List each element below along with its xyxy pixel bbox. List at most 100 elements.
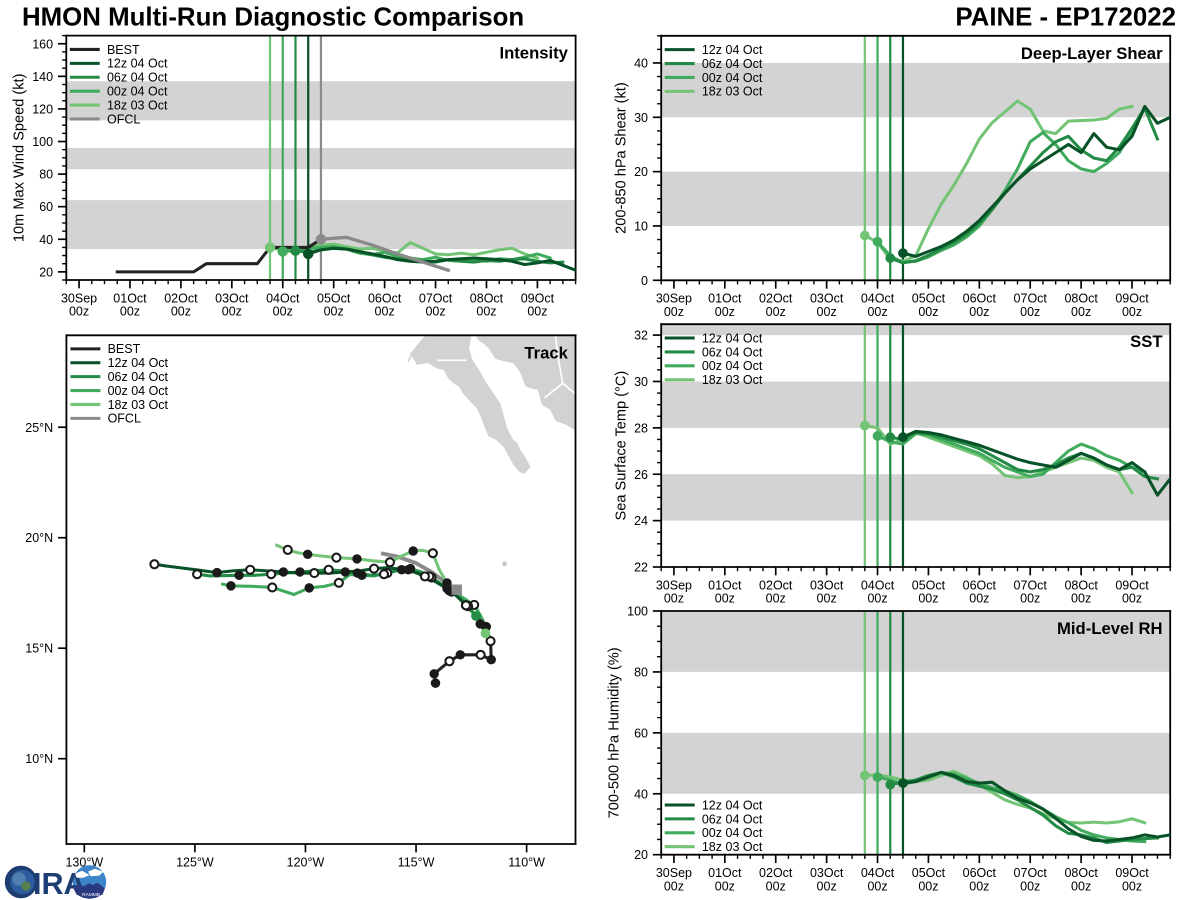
svg-text:18z 03 Oct: 18z 03 Oct: [107, 98, 168, 112]
svg-text:130°W: 130°W: [65, 855, 103, 869]
svg-text:20: 20: [634, 165, 648, 179]
svg-text:00z: 00z: [425, 305, 445, 319]
svg-text:26: 26: [634, 468, 648, 482]
svg-text:01Oct: 01Oct: [113, 291, 147, 305]
svg-text:00z: 00z: [1071, 879, 1091, 893]
svg-text:07Oct: 07Oct: [1014, 866, 1048, 880]
svg-text:18z 03 Oct: 18z 03 Oct: [108, 398, 169, 412]
svg-text:OFCL: OFCL: [108, 412, 141, 426]
svg-text:RAMMB: RAMMB: [82, 892, 100, 898]
svg-text:03Oct: 03Oct: [810, 866, 844, 880]
svg-text:00z: 00z: [324, 305, 344, 319]
svg-text:00z: 00z: [766, 305, 786, 319]
svg-text:00z: 00z: [715, 879, 735, 893]
svg-text:120°W: 120°W: [287, 855, 325, 869]
svg-text:SST: SST: [1130, 332, 1162, 351]
svg-text:05Oct: 05Oct: [912, 866, 946, 880]
svg-text:09Oct: 09Oct: [521, 291, 555, 305]
svg-text:20: 20: [39, 265, 53, 279]
svg-text:06Oct: 06Oct: [963, 578, 997, 592]
svg-text:100: 100: [627, 605, 648, 619]
svg-text:00z: 00z: [69, 305, 89, 319]
svg-text:12z 04 Oct: 12z 04 Oct: [702, 798, 763, 812]
svg-text:04Oct: 04Oct: [861, 578, 895, 592]
svg-text:00z: 00z: [1122, 879, 1142, 893]
svg-text:10m Max Wind Speed (kt): 10m Max Wind Speed (kt): [12, 74, 28, 243]
svg-text:00z: 00z: [120, 305, 140, 319]
svg-text:07Oct: 07Oct: [1014, 292, 1048, 306]
svg-text:00z: 00z: [918, 305, 938, 319]
svg-text:01Oct: 01Oct: [708, 292, 742, 306]
svg-text:110°W: 110°W: [508, 855, 545, 869]
svg-text:04Oct: 04Oct: [861, 866, 895, 880]
svg-text:Deep-Layer Shear: Deep-Layer Shear: [1021, 44, 1163, 63]
svg-text:05Oct: 05Oct: [912, 292, 946, 306]
svg-text:125°W: 125°W: [176, 855, 214, 869]
svg-text:00z: 00z: [273, 305, 293, 319]
svg-text:00z: 00z: [664, 879, 684, 893]
svg-text:04Oct: 04Oct: [266, 291, 300, 305]
svg-text:09Oct: 09Oct: [1115, 866, 1149, 880]
svg-text:09Oct: 09Oct: [1115, 292, 1149, 306]
svg-text:02Oct: 02Oct: [759, 292, 793, 306]
svg-text:00z: 00z: [1071, 592, 1091, 606]
svg-text:18z 03 Oct: 18z 03 Oct: [702, 840, 763, 854]
svg-text:Track: Track: [524, 344, 568, 363]
svg-text:10: 10: [634, 219, 648, 233]
svg-text:22: 22: [634, 561, 648, 575]
svg-text:BEST: BEST: [108, 342, 141, 356]
svg-text:00z: 00z: [1020, 879, 1040, 893]
svg-text:08Oct: 08Oct: [470, 291, 504, 305]
svg-text:00z: 00z: [867, 305, 887, 319]
svg-text:28: 28: [634, 421, 648, 435]
svg-text:40: 40: [39, 233, 53, 247]
svg-text:160: 160: [32, 37, 53, 51]
svg-text:0: 0: [641, 274, 648, 288]
svg-text:60: 60: [39, 200, 53, 214]
svg-text:00z: 00z: [664, 592, 684, 606]
svg-text:06Oct: 06Oct: [368, 291, 402, 305]
svg-text:HMON Multi-Run Diagnostic Comp: HMON Multi-Run Diagnostic Comparison: [22, 4, 524, 32]
svg-text:24: 24: [634, 514, 648, 528]
svg-text:00z: 00z: [171, 305, 191, 319]
svg-text:06Oct: 06Oct: [963, 292, 997, 306]
svg-text:32: 32: [634, 329, 648, 343]
svg-text:06z 04 Oct: 06z 04 Oct: [107, 71, 168, 85]
svg-text:115°W: 115°W: [398, 855, 435, 869]
svg-text:02Oct: 02Oct: [759, 866, 793, 880]
svg-text:120: 120: [32, 102, 53, 116]
svg-text:00z: 00z: [476, 305, 496, 319]
svg-text:700-500 hPa Humidity (%): 700-500 hPa Humidity (%): [607, 647, 623, 818]
svg-text:08Oct: 08Oct: [1064, 866, 1098, 880]
svg-text:00z: 00z: [918, 592, 938, 606]
svg-text:03Oct: 03Oct: [810, 292, 844, 306]
svg-text:00z: 00z: [222, 305, 242, 319]
svg-text:100: 100: [32, 135, 53, 149]
svg-text:01Oct: 01Oct: [708, 866, 742, 880]
svg-text:00z: 00z: [527, 305, 547, 319]
svg-text:00z: 00z: [867, 592, 887, 606]
svg-text:00z: 00z: [1071, 305, 1091, 319]
svg-text:00z: 00z: [715, 592, 735, 606]
svg-text:30: 30: [634, 111, 648, 125]
svg-text:30Sep: 30Sep: [61, 291, 97, 305]
svg-text:07Oct: 07Oct: [1014, 578, 1048, 592]
svg-text:10°N: 10°N: [25, 752, 53, 766]
svg-text:00z: 00z: [817, 879, 837, 893]
svg-text:200-850 hPa Shear (kt): 200-850 hPa Shear (kt): [614, 82, 630, 234]
svg-text:80: 80: [39, 168, 53, 182]
svg-text:00z 04 Oct: 00z 04 Oct: [108, 384, 169, 398]
svg-text:04Oct: 04Oct: [861, 292, 895, 306]
svg-text:06z 04 Oct: 06z 04 Oct: [702, 57, 763, 71]
svg-text:00z: 00z: [1122, 592, 1142, 606]
svg-text:01Oct: 01Oct: [708, 578, 742, 592]
svg-text:Mid-Level RH: Mid-Level RH: [1057, 619, 1163, 638]
svg-text:25°N: 25°N: [25, 421, 53, 435]
svg-text:06z 04 Oct: 06z 04 Oct: [702, 812, 763, 826]
svg-text:30Sep: 30Sep: [656, 578, 692, 592]
svg-text:06Oct: 06Oct: [963, 866, 997, 880]
svg-text:02Oct: 02Oct: [164, 291, 198, 305]
svg-text:00z: 00z: [766, 879, 786, 893]
svg-text:12z 04 Oct: 12z 04 Oct: [107, 57, 168, 71]
svg-text:00z: 00z: [969, 305, 989, 319]
